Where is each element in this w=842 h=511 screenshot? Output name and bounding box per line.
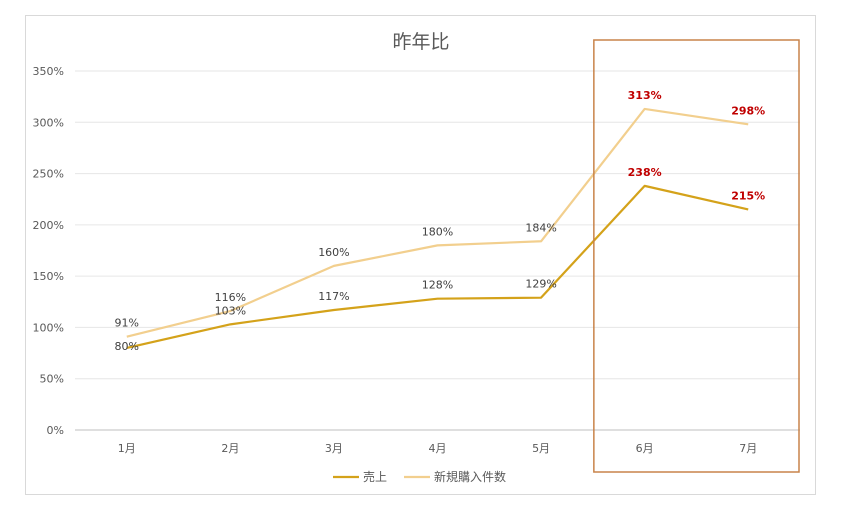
- gridlines: [75, 70, 800, 431]
- data-label: 117%: [318, 290, 349, 303]
- data-label: 298%: [731, 104, 765, 117]
- data-label: 184%: [525, 221, 556, 234]
- series-lines: [126, 107, 749, 350]
- y-tick-label: 300%: [33, 116, 64, 129]
- data-labels: 80% 103% 117% 128% 129% 238% 215% 91% 116% 160% 18…: [115, 89, 766, 353]
- chart-title: 昨年比: [392, 31, 449, 53]
- y-tick-label: 100%: [33, 321, 64, 334]
- y-tick-label: 50%: [40, 373, 64, 386]
- x-tick-label: 5月: [532, 442, 550, 455]
- x-tick-label: 3月: [325, 442, 343, 455]
- y-tick-label: 350%: [33, 65, 64, 78]
- data-label: 160%: [318, 246, 349, 259]
- data-label: 80%: [115, 340, 139, 353]
- x-tick-label: 7月: [739, 442, 757, 455]
- series-line-1: [126, 184, 749, 350]
- y-tick-label: 200%: [33, 219, 64, 232]
- x-tick-label: 2月: [221, 442, 239, 455]
- data-label: 128%: [422, 279, 453, 292]
- data-label: 180%: [422, 225, 453, 238]
- chart-frame: [25, 15, 816, 495]
- data-label: 129%: [525, 278, 556, 291]
- data-label: 91%: [115, 317, 139, 330]
- legend-label: 新規購入件数: [434, 469, 506, 484]
- legend: 売上 新規購入件数: [333, 469, 506, 484]
- x-tick-label: 1月: [118, 442, 136, 455]
- data-label: 238%: [628, 166, 662, 179]
- y-axis-ticks: 0% 50% 100% 150% 200% 250% 300% 350%: [33, 65, 64, 437]
- y-tick-label: 150%: [33, 270, 64, 283]
- x-tick-label: 4月: [429, 442, 447, 455]
- legend-label: 売上: [363, 469, 387, 484]
- y-tick-label: 0%: [47, 424, 64, 437]
- x-axis-ticks: 1月 2月 3月 4月 5月 6月 7月: [118, 442, 757, 455]
- series-line-2: [126, 107, 749, 338]
- highlight-box: [593, 39, 800, 473]
- y-tick-label: 250%: [33, 168, 64, 181]
- data-label: 215%: [731, 189, 765, 202]
- data-label: 313%: [628, 89, 662, 102]
- x-tick-label: 6月: [636, 442, 654, 455]
- data-label: 103%: [215, 304, 246, 317]
- data-label: 116%: [215, 291, 246, 304]
